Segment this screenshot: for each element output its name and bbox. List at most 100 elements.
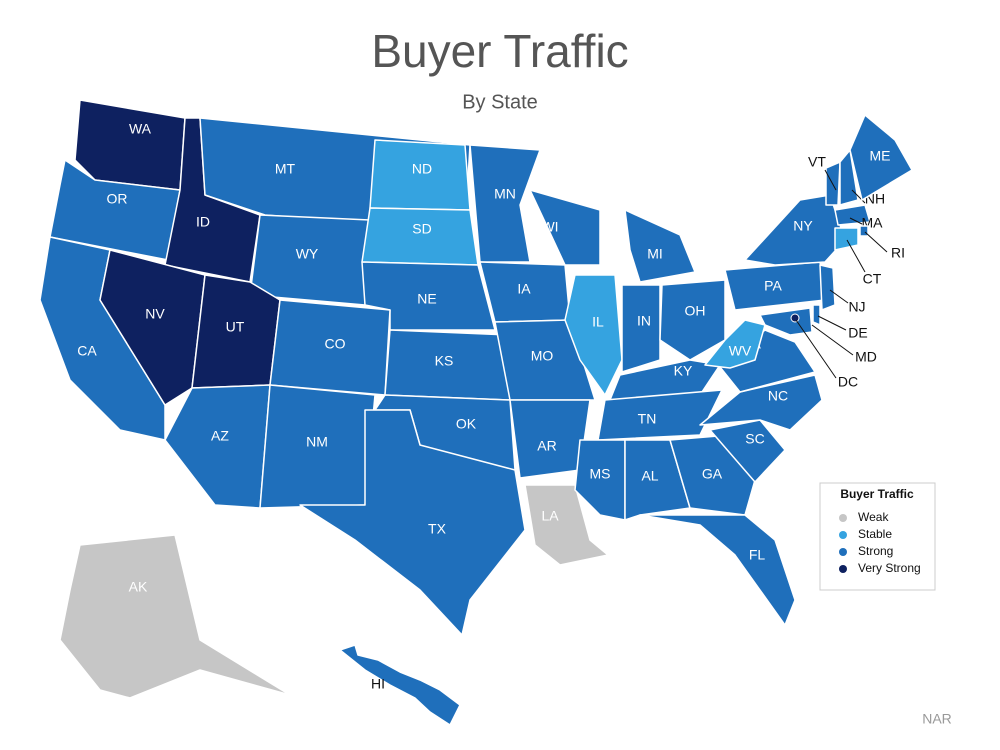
state xyxy=(834,204,871,226)
state-label: WY xyxy=(296,246,319,262)
legend-box xyxy=(819,482,936,591)
state-label: CA xyxy=(77,343,97,359)
state-label: KY xyxy=(674,363,693,379)
callout-line xyxy=(829,289,849,304)
state-label: DE xyxy=(848,325,867,341)
state xyxy=(859,225,869,237)
state-label: WA xyxy=(129,121,152,137)
state xyxy=(529,189,601,266)
state xyxy=(834,227,859,251)
state xyxy=(624,439,691,521)
callout-line xyxy=(817,315,847,331)
state-label: IA xyxy=(517,281,531,297)
state-label: IN xyxy=(637,313,651,329)
state-label: AL xyxy=(641,468,658,484)
legend: Weak Stable Strong Very Strong xyxy=(839,510,921,575)
legend-label: Weak xyxy=(858,510,889,524)
state xyxy=(494,319,596,401)
callout-line xyxy=(795,319,837,379)
state xyxy=(59,534,291,699)
callout-line xyxy=(851,189,866,204)
state-label: TX xyxy=(428,521,447,537)
state-label: AR xyxy=(537,438,556,454)
state xyxy=(704,319,766,369)
state-label: VT xyxy=(808,154,826,170)
state xyxy=(609,359,721,401)
state-label: MO xyxy=(531,348,554,364)
state-label: CT xyxy=(863,271,882,287)
state-label: NC xyxy=(768,388,788,404)
source: NAR xyxy=(922,711,952,727)
state-label: OH xyxy=(685,303,706,319)
callout-line xyxy=(811,324,854,356)
state-label: MN xyxy=(494,186,516,202)
state-label: DC xyxy=(838,374,858,390)
legend-swatch xyxy=(839,565,847,573)
state-label: OR xyxy=(107,191,128,207)
state-label: GA xyxy=(702,466,723,482)
state-label: WI xyxy=(541,219,558,235)
state-label: HI xyxy=(371,676,385,692)
state-label: UT xyxy=(226,319,245,335)
state xyxy=(574,439,626,521)
state-label: RI xyxy=(891,245,905,261)
state xyxy=(825,161,841,206)
state xyxy=(564,274,623,396)
state xyxy=(812,304,821,326)
legend-label: Very Strong xyxy=(858,561,921,575)
state-label: MD xyxy=(855,349,877,365)
state xyxy=(339,644,461,726)
state-label: SC xyxy=(745,431,764,447)
state-label: FL xyxy=(749,547,766,563)
legend-swatch xyxy=(839,531,847,539)
title: Buyer Traffic xyxy=(371,25,628,77)
state-label: CO xyxy=(325,336,346,352)
state-label: WV xyxy=(729,343,752,359)
state-label: NM xyxy=(306,434,328,450)
state-label: NV xyxy=(145,306,165,322)
state xyxy=(74,99,186,191)
state-label: NY xyxy=(793,218,813,234)
state xyxy=(790,313,800,323)
state-label: ME xyxy=(870,148,891,164)
state xyxy=(624,209,696,283)
us-map: WA OR ID MT WY ND SD NE CA NV UT CO AZ NM KS OK TX MN IA MO… xyxy=(39,99,913,726)
state-label: IL xyxy=(592,314,604,330)
state xyxy=(849,114,913,201)
state-label: LA xyxy=(541,508,559,524)
legend-title: Buyer Traffic xyxy=(840,487,914,501)
state-label: ID xyxy=(196,214,210,230)
state xyxy=(659,279,726,361)
state-label: ND xyxy=(412,161,432,177)
legend-label: Stable xyxy=(858,527,892,541)
state-label: MS xyxy=(590,466,611,482)
callout-line xyxy=(846,239,866,273)
callout-line xyxy=(824,169,837,191)
state-label: KS xyxy=(435,353,454,369)
state xyxy=(759,307,813,336)
state-label: MI xyxy=(647,246,663,262)
state-label: SD xyxy=(412,221,431,237)
state xyxy=(99,249,206,406)
callout-line xyxy=(864,231,888,253)
state-label: NE xyxy=(417,291,436,307)
legend-label: Strong xyxy=(858,544,893,558)
state-label: AZ xyxy=(211,428,229,444)
state xyxy=(597,389,723,441)
state-label: MT xyxy=(275,161,296,177)
state-label: AK xyxy=(129,579,148,595)
state xyxy=(164,384,271,509)
state xyxy=(639,514,796,626)
legend-swatch xyxy=(839,548,847,556)
state-label: TN xyxy=(638,411,657,427)
callout-line xyxy=(849,217,863,225)
state xyxy=(469,144,541,263)
state-label: NJ xyxy=(848,299,865,315)
state-label: OK xyxy=(456,416,477,432)
state-label: PA xyxy=(764,278,782,294)
state xyxy=(299,409,526,636)
state xyxy=(621,284,661,373)
state xyxy=(819,264,836,311)
subtitle: By State xyxy=(462,91,538,113)
